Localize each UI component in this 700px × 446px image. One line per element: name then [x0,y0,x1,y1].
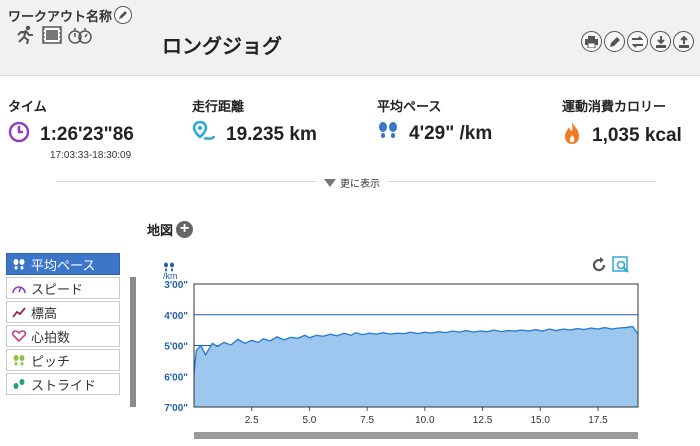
metric-item-elevation[interactable]: 標高 [6,301,120,323]
show-more-label: 更に表示 [340,179,380,190]
plus-icon[interactable]: + [176,221,193,238]
upload-icon[interactable] [673,31,694,52]
x-tick-label: 7.5 [360,415,374,426]
chart-horizontal-scrollbar[interactable] [194,432,638,439]
stat-time-label: タイム [8,99,47,114]
print-icon[interactable] [581,31,602,52]
metric-label: ピッチ [31,353,71,369]
y-tick-label: 7'00" [164,403,188,414]
steps-icon [11,353,27,367]
elevation-icon [11,305,27,319]
metric-label: 標高 [31,305,58,321]
stat-distance-value: 19.235 km [226,123,317,145]
action-toolbar [581,31,694,52]
stat-distance: 走行距離 19.235 km [192,96,317,148]
metric-item-pace[interactable]: 平均ペース [6,253,120,275]
edit-name-icon[interactable] [114,6,132,24]
triangle-down-icon [324,178,336,187]
metric-label: ストライド [31,377,97,393]
map-pin-icon [192,120,216,148]
metric-item-heart-rate[interactable]: 心拍数 [6,325,120,347]
video-icon [41,25,63,45]
metric-item-stride[interactable]: ストライド [6,373,120,395]
pace-line [193,325,639,374]
x-tick-label: 15.0 [531,415,551,426]
y-tick-label: 6'00" [164,372,188,383]
stat-time-range: 17:03:33-18:30:09 [50,150,132,161]
metric-item-cadence[interactable]: ピッチ [6,349,120,371]
pace-area [194,326,638,407]
stride-icon [11,377,27,391]
metric-label: 心拍数 [31,329,71,345]
stat-pace: 平均ペース 4'29" /km [377,96,492,146]
stat-calories: 運動消費カロリー 1,035 kcal [562,96,682,150]
x-tick-label: 5.0 [302,415,316,426]
workout-title: ロングジョグ [162,36,282,58]
metric-list: 平均ペース スピード 標高 心拍数 ピッチ ストライド [6,253,120,397]
stopwatch-icon [68,25,92,45]
pace-unit-label: /km [163,271,178,281]
y-tick-label: 4'00" [164,311,188,322]
workout-type-icons [14,25,92,45]
y-tick-label: 3'00" [164,280,188,291]
show-more-button[interactable]: 更に表示 [316,175,388,190]
y-tick-label: 5'00" [164,342,188,353]
workout-name-label: ワークアウト名称 [8,9,113,24]
speedometer-icon [11,281,27,295]
metric-item-speed[interactable]: スピード [6,277,120,299]
flame-icon [562,121,582,150]
heart-icon [11,329,27,343]
runner-icon [14,25,36,45]
stat-calories-value: 1,035 kcal [592,124,682,146]
map-section-label: 地図 [147,223,174,238]
metric-list-scrollbar[interactable] [130,277,136,407]
stat-pace-value: 4'29" /km [409,122,493,144]
clock-icon [8,121,30,148]
stat-distance-label: 走行距離 [192,99,245,114]
metric-label: スピード [31,281,84,297]
swap-icon[interactable] [627,31,648,52]
pace-unit-icon [163,259,175,277]
x-tick-label: 17.5 [588,415,608,426]
stat-pace-label: 平均ペース [377,99,442,114]
stat-time: タイム 1:26'23"86 17:03:33-18:30:09 [8,96,134,161]
zoom-icon[interactable] [612,256,630,279]
edit-icon[interactable] [604,31,625,52]
workout-header: ワークアウト名称 ロングジョグ [0,0,700,76]
plot-frame [193,283,639,408]
stat-calories-label: 運動消費カロリー [562,99,667,114]
x-tick-label: 2.5 [245,415,259,426]
footsteps-icon [11,257,27,271]
download-icon[interactable] [650,31,671,52]
reset-zoom-icon[interactable] [590,256,608,279]
footsteps-icon [377,121,399,146]
metric-label: 平均ペース [31,257,96,273]
x-tick-label: 12.5 [473,415,493,426]
stat-time-value: 1:26'23"86 [40,123,134,145]
x-tick-label: 10.0 [415,415,435,426]
